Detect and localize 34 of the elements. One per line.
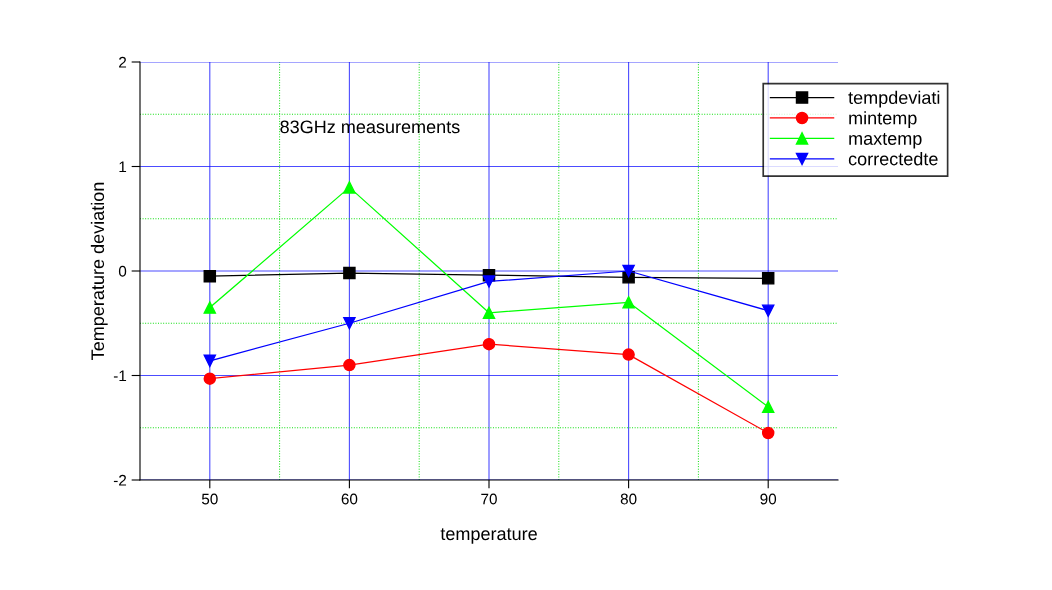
point: [343, 358, 356, 372]
x-tick-label: 70: [481, 493, 497, 505]
point: [622, 296, 635, 309]
point: [622, 264, 635, 278]
point: [343, 181, 356, 194]
y-tick-label: 2: [119, 56, 127, 68]
point: [761, 304, 775, 317]
point: [622, 348, 635, 361]
point: [482, 275, 496, 288]
y-axis-title: Temperature deviation: [90, 182, 108, 360]
legend-label: mintemp: [849, 111, 917, 129]
point: [761, 272, 775, 285]
legend-label: maxtemp: [849, 133, 922, 149]
x-axis-title: temperature: [440, 528, 537, 544]
point: [203, 354, 217, 368]
point: [343, 316, 356, 330]
point: [482, 337, 496, 351]
point: [203, 301, 217, 314]
legend-label: correctedte: [848, 152, 938, 166]
y-tick-label: -1: [113, 370, 127, 382]
legend-label: tempdeviati: [848, 90, 940, 108]
x-tick-label: 60: [341, 493, 358, 505]
x-tick-label: 80: [620, 493, 637, 505]
y-tick-label: 0: [118, 265, 127, 277]
x-tick-label: 50: [201, 493, 218, 505]
x-tick-label: 90: [760, 493, 777, 505]
point: [203, 372, 217, 385]
point: [761, 426, 775, 440]
point: [343, 266, 356, 280]
y-tick-label: -2: [113, 474, 127, 486]
point: [482, 306, 496, 320]
y-tick-label: 1: [119, 161, 127, 173]
point: [203, 269, 217, 283]
point: [761, 400, 775, 414]
